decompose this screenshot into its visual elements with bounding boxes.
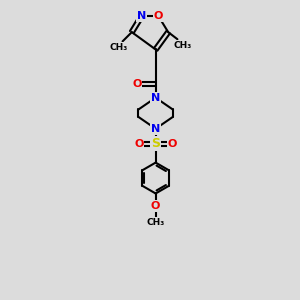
- Text: S: S: [151, 137, 160, 150]
- Text: O: O: [132, 79, 142, 89]
- Text: O: O: [134, 139, 144, 149]
- Text: CH₃: CH₃: [173, 40, 191, 50]
- Text: CH₃: CH₃: [146, 218, 165, 227]
- Text: O: O: [154, 11, 163, 21]
- Text: N: N: [137, 11, 146, 21]
- Text: N: N: [151, 93, 160, 103]
- Text: O: O: [151, 201, 160, 211]
- Text: N: N: [151, 124, 160, 134]
- Text: CH₃: CH₃: [110, 43, 128, 52]
- Text: O: O: [168, 139, 177, 149]
